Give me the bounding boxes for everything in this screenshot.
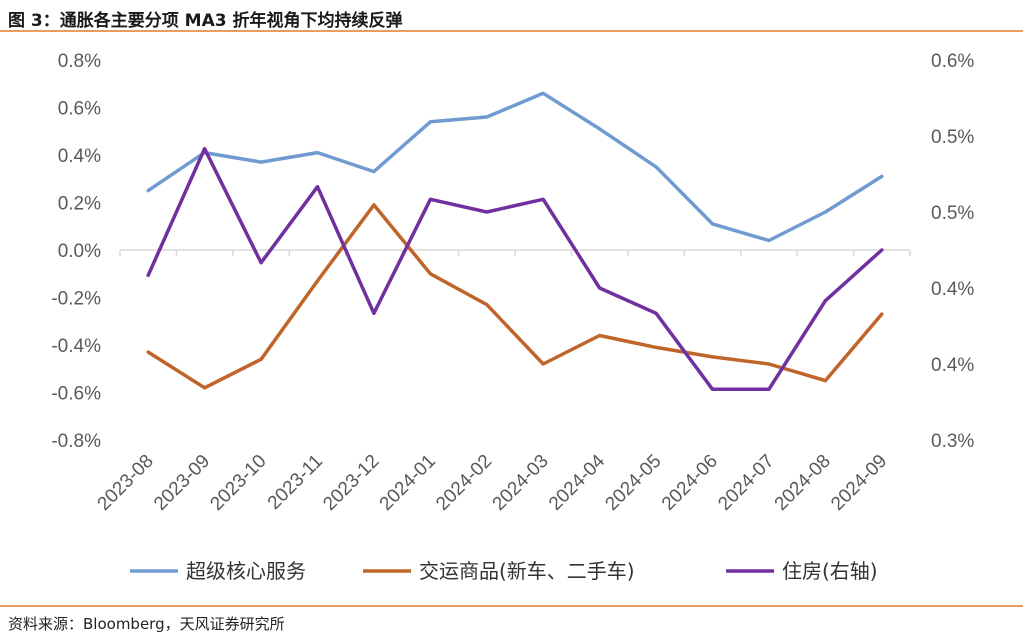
series-line <box>146 146 884 392</box>
left-tick-label: 0.6% <box>58 99 101 120</box>
series-line <box>146 91 884 243</box>
right-tick-label: 0.4% <box>931 355 974 376</box>
x-tick-label: 2024-09 <box>827 451 891 515</box>
left-tick-label: 0.2% <box>58 194 101 215</box>
right-tick-label: 0.5% <box>931 203 974 224</box>
right-tick-label: 0.3% <box>931 431 974 452</box>
x-tick-label: 2023-08 <box>94 451 158 515</box>
left-tick-label: -0.6% <box>51 384 101 405</box>
left-tick-label: 0.8% <box>58 51 101 72</box>
x-tick-label: 2024-02 <box>432 451 496 515</box>
left-tick-label: -0.4% <box>51 336 101 357</box>
series-layer <box>146 91 884 392</box>
left-tick-label: -0.2% <box>51 289 101 310</box>
left-tick-label: 0.0% <box>58 241 101 262</box>
left-axis: 0.8% 0.6% 0.4% 0.2% 0.0% -0.2% -0.4% -0.6% -0.8% <box>51 51 101 452</box>
x-tick-label: 2024-05 <box>601 451 665 515</box>
x-tick-label: 2024-07 <box>714 451 778 515</box>
source-note: 资料来源：Bloomberg，天风证券研究所 <box>8 615 285 633</box>
x-tick-label: 2023-12 <box>319 451 383 515</box>
legend: 超级核心服务 交运商品(新车、二手车) 住房(右轴) <box>130 559 878 583</box>
x-axis-labels: 2023-082023-092023-102023-112023-122024-… <box>94 450 892 514</box>
x-tick-label: 2023-09 <box>150 451 214 515</box>
x-tick-label: 2024-08 <box>771 451 835 515</box>
series-line <box>146 203 884 390</box>
right-tick-label: 0.4% <box>931 279 974 300</box>
legend-label: 住房(右轴) <box>782 559 878 583</box>
left-tick-label: -0.8% <box>51 431 101 452</box>
x-tick-label: 2023-11 <box>264 451 327 514</box>
right-axis: 0.6% 0.5% 0.5% 0.4% 0.4% 0.3% <box>931 51 974 452</box>
chart-title: 图 3：通胀各主要分项 MA3 折年视角下均持续反弹 <box>8 11 403 31</box>
x-tick-label: 2024-01 <box>376 451 440 515</box>
x-axis-ticks <box>119 250 911 256</box>
x-tick-label: 2024-06 <box>658 451 722 515</box>
x-tick-label: 2024-04 <box>545 450 609 514</box>
legend-label: 超级核心服务 <box>186 559 306 583</box>
x-tick-label: 2024-03 <box>489 451 553 515</box>
left-tick-label: 0.4% <box>58 146 101 167</box>
legend-label: 交运商品(新车、二手车) <box>419 559 635 583</box>
x-tick-label: 2023-10 <box>206 451 270 515</box>
right-tick-label: 0.6% <box>931 51 974 72</box>
right-tick-label: 0.5% <box>931 127 974 148</box>
